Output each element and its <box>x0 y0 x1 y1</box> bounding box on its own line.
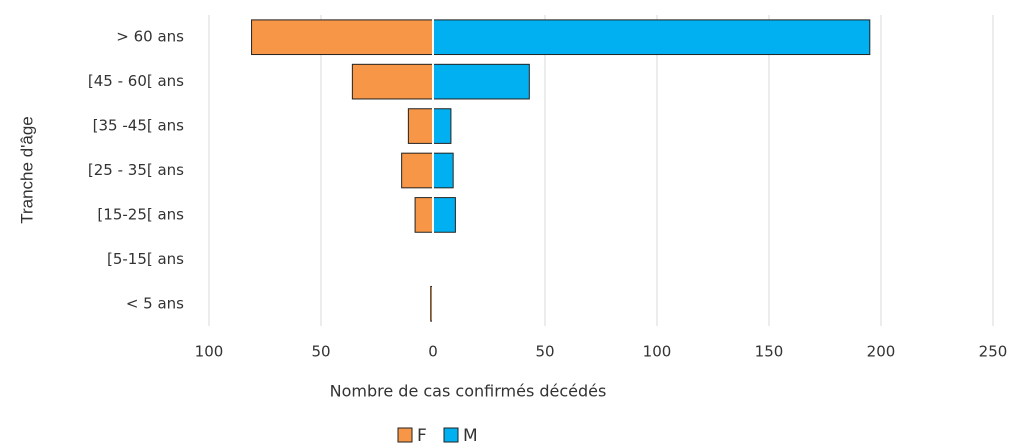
bar <box>432 108 452 144</box>
y-tick-label: [15-25[ ans <box>97 205 184 223</box>
legend-label: M <box>463 426 478 445</box>
x-axis-label: Nombre de cas confirmés décédés <box>330 382 607 401</box>
bar <box>432 63 530 100</box>
x-tick-label: 0 <box>428 343 438 361</box>
legend-swatch <box>443 427 459 443</box>
y-tick-label: < 5 ans <box>126 294 184 312</box>
y-tick-label: > 60 ans <box>116 28 184 46</box>
x-tick-label: 250 <box>979 343 1008 361</box>
y-tick-label: [5-15[ ans <box>107 250 184 268</box>
x-tick-label: 50 <box>311 343 330 361</box>
y-axis-label: Tranche d'âge <box>17 116 36 224</box>
bar <box>251 19 434 56</box>
bar <box>432 19 871 56</box>
bar <box>401 152 434 189</box>
x-tick-label: 100 <box>643 343 672 361</box>
x-tick-label: 50 <box>535 343 554 361</box>
bar <box>351 63 434 100</box>
x-tick-label: 200 <box>867 343 896 361</box>
bar <box>414 197 434 233</box>
y-tick-label: [45 - 60[ ans <box>88 72 184 90</box>
bar <box>432 197 456 233</box>
bar <box>407 108 434 144</box>
x-tick-label: 150 <box>755 343 784 361</box>
y-tick-label: [35 -45[ ans <box>93 117 185 135</box>
legend-label: F <box>417 426 427 445</box>
bar <box>432 152 454 189</box>
legend-swatch <box>397 427 413 443</box>
y-tick-label: [25 - 35[ ans <box>88 161 184 179</box>
x-tick-label: 100 <box>195 343 224 361</box>
